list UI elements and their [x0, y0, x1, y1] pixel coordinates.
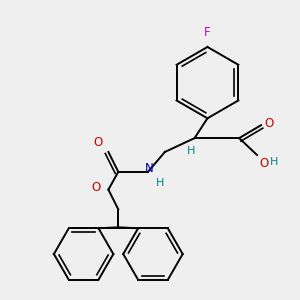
Text: O: O — [94, 136, 103, 149]
Text: H: H — [156, 178, 164, 188]
Text: O: O — [259, 157, 268, 170]
Text: N: N — [145, 162, 153, 175]
Text: F: F — [204, 26, 211, 39]
Text: H: H — [186, 146, 195, 156]
Text: O: O — [91, 181, 101, 194]
Text: H: H — [270, 157, 278, 167]
Text: O: O — [264, 117, 273, 130]
